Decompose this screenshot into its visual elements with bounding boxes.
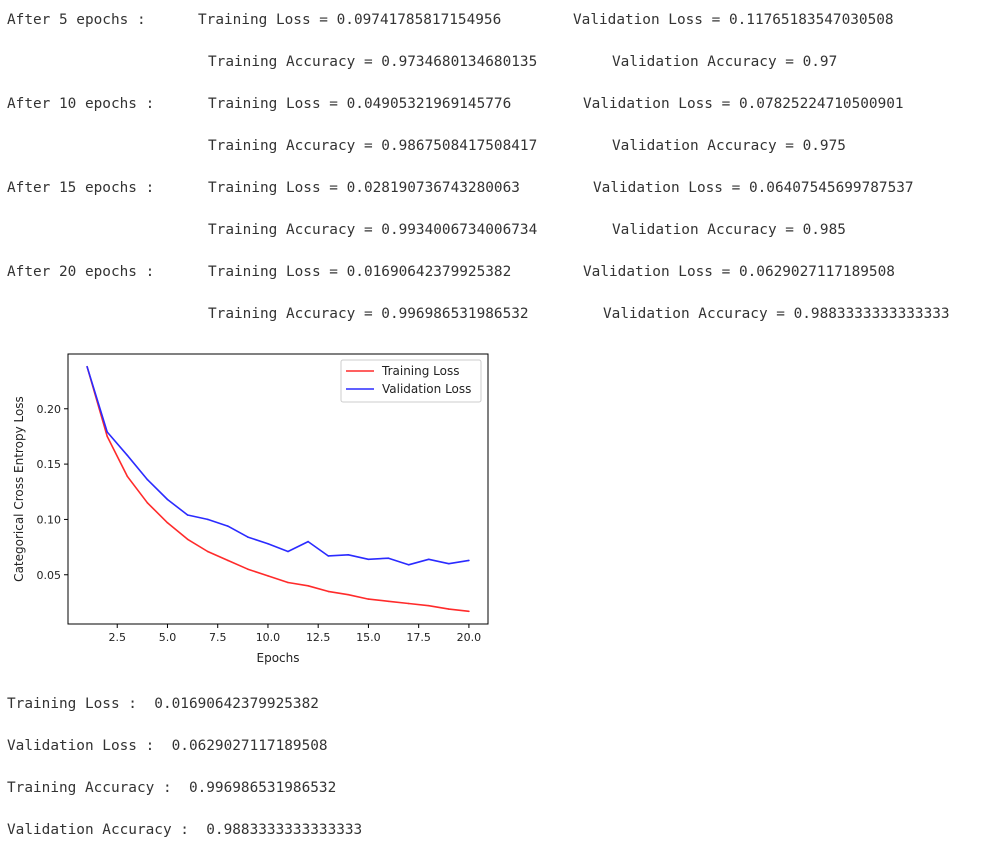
data-point-training-loss: [427, 604, 430, 607]
data-point-training-loss: [106, 435, 108, 438]
data-point-validation-loss: [126, 454, 129, 457]
x-tick-label: 17.5: [406, 631, 431, 644]
data-point-validation-loss: [347, 554, 350, 556]
data-point-training-loss: [287, 581, 289, 584]
x-axis-label: Epochs: [257, 651, 300, 665]
x-tick-label: 20.0: [457, 631, 482, 644]
final-validation-accuracy: Validation Accuracy : 0.9883333333333333: [7, 822, 363, 838]
data-point-validation-loss: [427, 558, 430, 561]
data-point-training-loss: [267, 575, 269, 577]
epoch-log-row-5-acc: Training Accuracy = 0.9734680134680135 V…: [7, 52, 997, 72]
epoch-log-row-5-loss: After 5 epochs : Training Loss = 0.09741…: [7, 10, 997, 30]
data-point-training-loss: [327, 590, 330, 593]
data-point-training-loss: [407, 602, 410, 605]
validation-accuracy-text: Validation Accuracy = 0.9883333333333333: [603, 306, 950, 322]
validation-accuracy-text: Validation Accuracy = 0.97: [612, 54, 838, 70]
data-point-validation-loss: [227, 525, 229, 527]
x-tick-label: 2.5: [108, 631, 126, 644]
data-point-validation-loss: [468, 559, 470, 562]
data-point-training-loss: [347, 593, 350, 596]
epoch-prefix: After 15 epochs :: [7, 180, 155, 196]
data-point-validation-loss: [407, 564, 410, 566]
epoch-prefix: After 20 epochs :: [7, 264, 155, 280]
data-point-validation-loss: [287, 550, 289, 553]
validation-accuracy-text: Validation Accuracy = 0.975: [612, 138, 846, 154]
data-point-validation-loss: [186, 514, 189, 516]
y-tick-label: 0.10: [37, 513, 62, 526]
y-axis-ticks: 0.05 0.10 0.15 0.20: [37, 403, 68, 582]
data-point-validation-loss: [327, 555, 330, 557]
loss-chart: 2.5 5.0 7.5 10.0 12.5 15.0 17.5 20.0 0.050.100.…: [12, 353, 489, 665]
validation-loss-text: Validation Loss = 0.0629027117189508: [583, 264, 895, 280]
legend-box: [340, 359, 482, 403]
data-point-validation-loss: [307, 540, 309, 543]
final-validation-loss: Validation Loss : 0.0629027117189508: [7, 738, 328, 754]
data-point-training-loss: [387, 600, 390, 603]
legend: Training Loss Validation Loss: [340, 359, 482, 403]
final-training-accuracy: Training Accuracy : 0.996986531986532: [7, 780, 337, 796]
epoch-log-row-20-loss: After 20 epochs : Training Loss = 0.0169…: [7, 262, 997, 282]
epoch-prefix: After 5 epochs :: [7, 12, 146, 28]
epoch-log-row-10-acc: Training Accuracy = 0.9867508417508417 V…: [7, 136, 997, 156]
epoch-log-row-15-loss: After 15 epochs : Training Loss = 0.0281…: [7, 178, 997, 198]
data-point-training-loss: [247, 568, 249, 570]
data-point-training-loss: [186, 538, 189, 541]
epoch-log-row-20-acc: Training Accuracy = 0.996986531986532 Va…: [7, 304, 997, 324]
data-point-validation-loss: [387, 557, 390, 559]
training-accuracy-text: Training Accuracy = 0.9734680134680135: [208, 54, 538, 70]
data-point-training-loss: [307, 585, 309, 587]
x-tick-label: 12.5: [306, 631, 331, 644]
data-point-validation-loss: [166, 498, 169, 501]
data-point-training-loss: [126, 475, 129, 478]
epoch-log-row-10-loss: After 10 epochs : Training Loss = 0.0490…: [7, 94, 997, 114]
data-point-training-loss: [227, 559, 229, 562]
data-point-validation-loss: [146, 478, 149, 481]
y-tick-label: 0.20: [37, 403, 62, 416]
series-lines: [86, 365, 470, 613]
training-accuracy-text: Training Accuracy = 0.9934006734006734: [208, 222, 538, 238]
legend-label-training-loss: Training Loss: [381, 364, 459, 378]
x-tick-label: 10.0: [256, 631, 281, 644]
x-axis-ticks: 2.5 5.0 7.5 10.0 12.5 15.0 17.5 20.0: [108, 624, 481, 644]
training-loss-text: Training Loss = 0.04905321969145776: [208, 96, 512, 112]
data-point-validation-loss: [86, 365, 88, 368]
legend-label-validation-loss: Validation Loss: [382, 382, 471, 396]
data-point-validation-loss: [106, 431, 108, 433]
validation-loss-text: Validation Loss = 0.06407545699787537: [593, 180, 914, 196]
validation-loss-text: Validation Loss = 0.07825224710500901: [583, 96, 904, 112]
x-tick-label: 5.0: [159, 631, 177, 644]
data-point-training-loss: [448, 608, 450, 610]
series-line-training-loss: [86, 366, 469, 613]
data-point-training-loss: [367, 598, 370, 600]
data-point-training-loss: [468, 610, 470, 613]
data-point-training-loss: [166, 522, 169, 524]
y-tick-label: 0.05: [37, 569, 62, 582]
data-point-validation-loss: [206, 518, 209, 521]
data-point-validation-loss: [267, 543, 269, 545]
y-axis-label: Categorical Cross Entropy Loss: [12, 396, 26, 582]
data-point-validation-loss: [448, 562, 450, 565]
training-accuracy-text: Training Accuracy = 0.9867508417508417: [208, 138, 538, 154]
epoch-log-row-15-acc: Training Accuracy = 0.9934006734006734 V…: [7, 220, 997, 240]
training-accuracy-text: Training Accuracy = 0.996986531986532: [208, 306, 529, 322]
data-point-training-loss: [206, 550, 209, 553]
validation-loss-text: Validation Loss = 0.11765183547030508: [573, 12, 894, 28]
validation-accuracy-text: Validation Accuracy = 0.985: [612, 222, 846, 238]
training-loss-text: Training Loss = 0.09741785817154956: [198, 12, 502, 28]
epoch-prefix: After 10 epochs :: [7, 96, 155, 112]
training-loss-text: Training Loss = 0.01690642379925382: [208, 264, 512, 280]
data-point-validation-loss: [367, 558, 370, 561]
x-tick-label: 15.0: [356, 631, 381, 644]
data-point-validation-loss: [247, 536, 249, 538]
final-training-loss: Training Loss : 0.01690642379925382: [7, 696, 319, 712]
series-line-validation-loss: [86, 366, 470, 566]
training-loss-text: Training Loss = 0.028190736743280063: [208, 180, 520, 196]
y-tick-label: 0.15: [37, 458, 62, 471]
x-tick-label: 7.5: [209, 631, 227, 644]
data-point-training-loss: [146, 502, 149, 504]
